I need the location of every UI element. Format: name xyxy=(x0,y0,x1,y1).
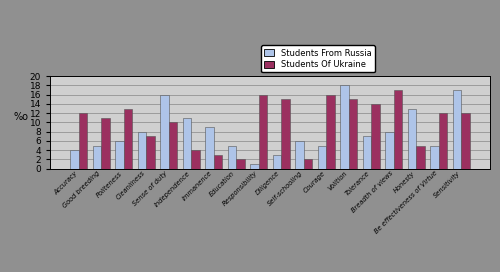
Bar xyxy=(258,95,268,169)
Bar xyxy=(138,132,146,169)
Bar xyxy=(214,155,222,169)
Bar xyxy=(124,109,132,169)
Bar xyxy=(282,99,290,169)
Bar xyxy=(101,118,110,169)
Bar xyxy=(394,90,402,169)
Y-axis label: %o: %o xyxy=(14,112,28,122)
Bar xyxy=(408,109,416,169)
Bar xyxy=(236,159,245,169)
Bar xyxy=(363,136,372,169)
Bar xyxy=(386,132,394,169)
Bar xyxy=(250,164,258,169)
Bar xyxy=(372,104,380,169)
Bar xyxy=(78,113,87,169)
Legend: Students From Russia, Students Of Ukraine: Students From Russia, Students Of Ukrain… xyxy=(261,45,375,72)
Bar xyxy=(453,90,462,169)
Bar xyxy=(340,85,349,169)
Bar xyxy=(146,136,154,169)
Bar xyxy=(272,155,281,169)
Bar xyxy=(349,99,358,169)
Bar xyxy=(182,118,191,169)
Bar xyxy=(92,146,101,169)
Bar xyxy=(430,146,439,169)
Bar xyxy=(326,95,335,169)
Bar xyxy=(70,150,78,169)
Bar xyxy=(416,146,425,169)
Bar xyxy=(115,141,124,169)
Bar xyxy=(191,150,200,169)
Bar xyxy=(295,141,304,169)
Bar xyxy=(304,159,312,169)
Bar xyxy=(205,127,214,169)
Bar xyxy=(160,95,168,169)
Bar xyxy=(439,113,448,169)
Bar xyxy=(318,146,326,169)
Bar xyxy=(462,113,470,169)
Bar xyxy=(168,122,177,169)
Bar xyxy=(228,146,236,169)
